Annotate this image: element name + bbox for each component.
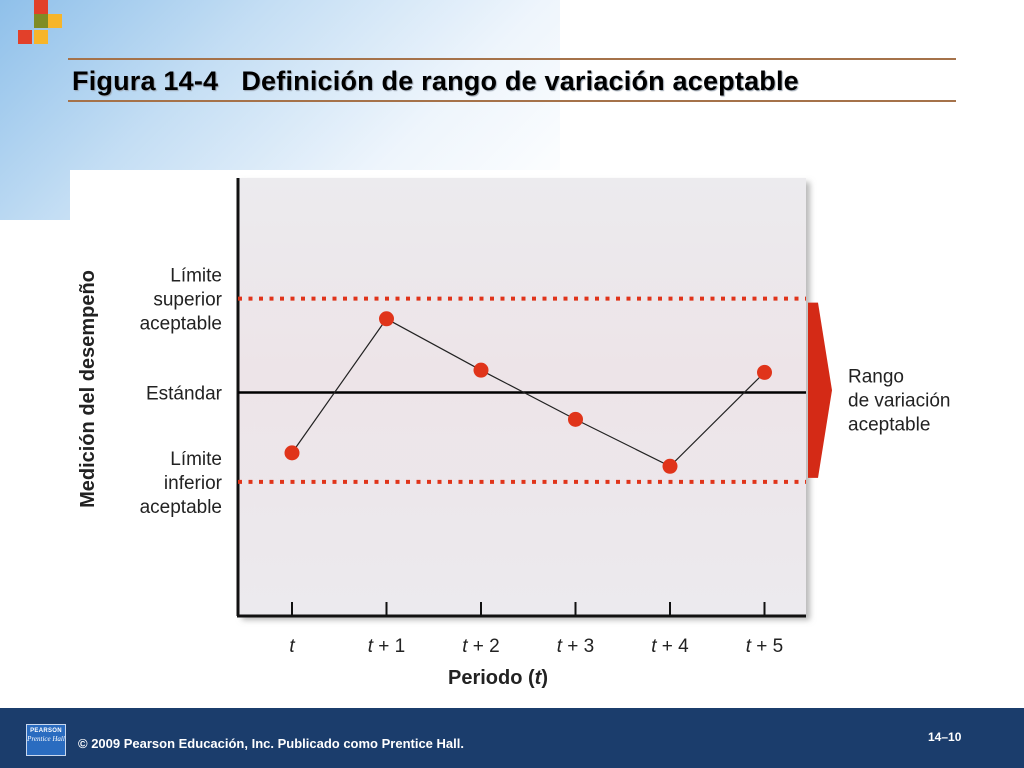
slide-title: Figura 14-4 Definición de rango de varia… (72, 66, 799, 96)
y-axis-label: Medición del desempeño (77, 270, 99, 508)
reference-label: Límite inferior aceptable (140, 449, 223, 518)
series-points (284, 311, 772, 474)
data-point (757, 364, 772, 380)
x-ticks (291, 602, 766, 616)
data-point (568, 411, 583, 427)
data-point (662, 458, 678, 474)
logo-square (48, 14, 62, 28)
reference-label: Estándar (146, 384, 223, 405)
page-number: 14–10 (928, 730, 962, 744)
x-tick-labels: t t + 1 t + 2 t + 3 t + 4 t + 5 (289, 636, 783, 657)
range-label: Rango de variación aceptable (848, 366, 950, 435)
plot-area (238, 178, 806, 616)
reference-lines (238, 296, 806, 484)
range-arrow (808, 302, 832, 478)
decorative-squares-logo (0, 0, 70, 48)
x-tick-label: t + 2 (462, 636, 500, 657)
x-tick-label: t + 3 (557, 636, 595, 657)
logo-line-2: Prentice Hall (27, 735, 65, 743)
logo-square (34, 30, 48, 44)
series-line (291, 318, 765, 468)
data-point (473, 362, 489, 378)
reference-labels: Límite superior aceptable Estándar Límite inf… (140, 266, 223, 518)
logo-square (18, 30, 32, 44)
x-axis-label: Periodo (t) (448, 667, 548, 689)
footer-bar: PEARSON Prentice Hall © 2009 Pearson Edu… (0, 708, 1024, 768)
data-point (284, 445, 300, 461)
x-tick-label: t + 5 (746, 636, 784, 657)
x-tick-label: t + 4 (651, 636, 689, 657)
logo-square (34, 14, 48, 28)
copyright-text: © 2009 Pearson Educación, Inc. Publicado… (78, 736, 464, 751)
logo-line-1: PEARSON (30, 728, 62, 734)
pearson-logo: PEARSON Prentice Hall (26, 724, 66, 756)
x-tick-label: t (289, 636, 295, 657)
logo-square (34, 0, 48, 14)
title-bar: Figura 14-4 Definición de rango de varia… (68, 58, 956, 102)
reference-label: Límite superior aceptable (140, 266, 223, 335)
data-point (379, 311, 394, 327)
x-tick-label: t + 1 (368, 636, 406, 657)
control-chart: Límite superior aceptable Estándar Límite inf… (70, 170, 950, 700)
